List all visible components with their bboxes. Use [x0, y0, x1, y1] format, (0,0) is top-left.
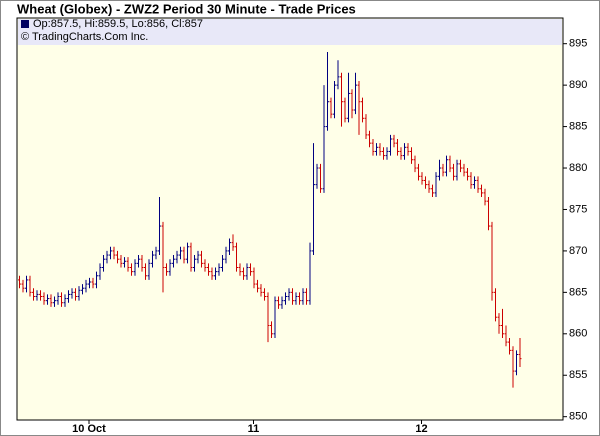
- y-tick-label: 890: [569, 79, 587, 91]
- credit: © TradingCharts.Com Inc.: [21, 31, 148, 43]
- plot-area: [16, 17, 564, 421]
- chart-title: Wheat (Globex) - ZWZ2 Period 30 Minute -…: [17, 1, 356, 16]
- y-tick-label: 870: [569, 245, 587, 257]
- y-tick-label: 880: [569, 162, 587, 174]
- y-tick-label: 875: [569, 203, 587, 215]
- y-tick-label: 865: [569, 286, 587, 298]
- y-tick-label: 895: [569, 38, 587, 50]
- legend-text: Op:857.5, Hi:859.5, Lo:856, Cl:857: [33, 18, 203, 30]
- x-tick-label: 11: [248, 423, 260, 435]
- y-tick-label: 850: [569, 411, 587, 423]
- y-tick-label: 855: [569, 369, 587, 381]
- x-tick-label: 10 Oct: [72, 423, 106, 435]
- x-tick-label: 12: [415, 423, 427, 435]
- y-tick-label: 885: [569, 120, 587, 132]
- legend-band: [18, 19, 562, 45]
- legend-swatch: [21, 20, 29, 28]
- y-tick-label: 860: [569, 328, 587, 340]
